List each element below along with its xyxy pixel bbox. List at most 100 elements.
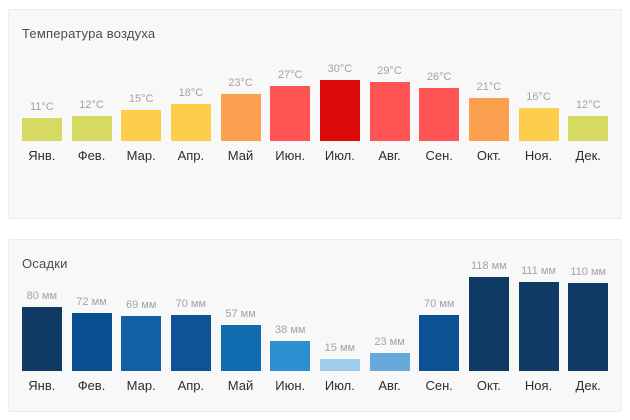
month-label: Сен. <box>425 378 453 393</box>
temperature-bar <box>270 86 311 141</box>
month-label: Мар. <box>126 378 156 393</box>
temperature-chart-title: Температура воздуха <box>22 26 156 41</box>
bar-column: 15°C Мар. <box>116 56 166 163</box>
bar-column: 69 мм Мар. <box>116 259 166 393</box>
bar-value-label: 23°C <box>228 77 253 89</box>
bar-value-label: 72 мм <box>76 296 107 308</box>
bar-column: 12°C Дек. <box>563 56 613 163</box>
month-label: Янв. <box>28 378 56 393</box>
bar-column: 23°C Май <box>216 56 266 163</box>
bar-column: 80 мм Янв. <box>17 259 67 393</box>
month-label: Фев. <box>77 378 106 393</box>
month-label: Июн. <box>275 148 306 163</box>
temperature-panel: Температура воздуха 11°C Янв. 12°C Фев. 15°C… <box>8 9 622 219</box>
precipitation-bar <box>71 313 112 371</box>
precipitation-bar <box>518 282 559 371</box>
month-label: Ноя. <box>524 378 553 393</box>
month-label: Янв. <box>28 148 56 163</box>
precipitation-bar <box>21 307 62 371</box>
month-label: Май <box>227 378 254 393</box>
precipitation-panel: Осадки 80 мм Янв. 72 мм Фев. 69 мм Мар. 70 мм А… <box>8 239 622 412</box>
bar-column: 15 мм Июл. <box>315 259 365 393</box>
bar-value-label: 21°C <box>476 81 502 93</box>
precipitation-bar <box>220 325 261 371</box>
temperature-bar <box>71 116 112 141</box>
bar-column: 12°C Фев. <box>67 56 117 163</box>
month-label: Апр. <box>177 378 205 393</box>
bar-value-label: 38 мм <box>274 324 306 336</box>
temperature-bar <box>468 98 509 141</box>
bar-value-label: 69 мм <box>125 299 157 311</box>
bar-column: 70 мм Апр. <box>166 259 216 393</box>
bar-column: 57 мм Май <box>216 259 266 393</box>
bar-column: 30°C Июл. <box>315 56 365 163</box>
month-label: Окт. <box>476 378 501 393</box>
temperature-bar <box>121 110 162 141</box>
month-label: Авг. <box>378 148 401 163</box>
month-label: Мар. <box>126 148 156 163</box>
bar-value-label: 110 мм <box>570 266 607 278</box>
precipitation-bar <box>419 315 460 371</box>
bar-value-label: 15°C <box>128 93 154 105</box>
bar-value-label: 18°C <box>178 87 204 99</box>
temperature-bar <box>369 82 410 141</box>
bar-value-label: 30°C <box>327 63 353 75</box>
month-label: Дек. <box>575 378 601 393</box>
temperature-bar <box>319 80 360 141</box>
precipitation-bar <box>369 353 410 371</box>
bar-value-label: 111 мм <box>521 265 556 277</box>
month-label: Сен. <box>425 148 453 163</box>
bar-column: 27°C Июн. <box>265 56 315 163</box>
bar-value-label: 70 мм <box>424 298 455 310</box>
temperature-bar <box>419 88 460 141</box>
bar-column: 26°C Сен. <box>414 56 464 163</box>
bar-column: 111 мм Ноя. <box>514 259 564 393</box>
month-label: Май <box>227 148 254 163</box>
precipitation-bar <box>568 283 609 371</box>
bar-value-label: 118 мм <box>471 260 507 272</box>
bar-column: 11°C Янв. <box>17 56 67 163</box>
bar-value-label: 29°C <box>377 65 402 77</box>
month-label: Апр. <box>177 148 205 163</box>
precipitation-bar <box>121 316 162 371</box>
month-label: Июл. <box>324 148 355 163</box>
temperature-bar <box>170 104 211 141</box>
temperature-bar <box>21 118 62 141</box>
bar-value-label: 12°C <box>79 99 104 111</box>
bar-column: 29°C Авг. <box>365 56 415 163</box>
bar-value-label: 11°C <box>29 101 54 113</box>
month-label: Июл. <box>324 378 355 393</box>
bar-column: 18°C Апр. <box>166 56 216 163</box>
bar-column: 23 мм Авг. <box>365 259 415 393</box>
temperature-bar <box>220 94 261 141</box>
precipitation-bar <box>170 315 211 371</box>
month-label: Ноя. <box>524 148 553 163</box>
bar-value-label: 80 мм <box>26 290 58 302</box>
temperature-bar <box>518 108 559 141</box>
month-label: Июн. <box>275 378 306 393</box>
bar-column: 21°C Окт. <box>464 56 514 163</box>
month-label: Окт. <box>476 148 501 163</box>
bar-value-label: 57 мм <box>225 308 256 320</box>
bar-value-label: 16°C <box>526 91 551 103</box>
precipitation-bar <box>468 277 509 371</box>
temperature-bar-chart: 11°C Янв. 12°C Фев. 15°C Мар. 18°C Апр. 23°C Май 2… <box>17 56 613 163</box>
precipitation-chart-title: Осадки <box>22 256 68 271</box>
bar-value-label: 27°C <box>277 69 303 81</box>
bar-column: 110 мм Дек. <box>563 259 613 393</box>
bar-column: 70 мм Сен. <box>414 259 464 393</box>
bar-value-label: 15 мм <box>324 342 356 354</box>
bar-value-label: 12°C <box>575 99 601 111</box>
month-label: Авг. <box>378 378 401 393</box>
precipitation-bar <box>319 359 360 371</box>
bar-column: 38 мм Июн. <box>265 259 315 393</box>
bar-column: 16°C Ноя. <box>514 56 564 163</box>
bar-column: 72 мм Фев. <box>67 259 117 393</box>
bar-value-label: 26°C <box>426 71 452 83</box>
bar-column: 118 мм Окт. <box>464 259 514 393</box>
temperature-bar <box>568 116 609 141</box>
bar-value-label: 23 мм <box>374 336 405 348</box>
month-label: Фев. <box>77 148 106 163</box>
month-label: Дек. <box>575 148 601 163</box>
